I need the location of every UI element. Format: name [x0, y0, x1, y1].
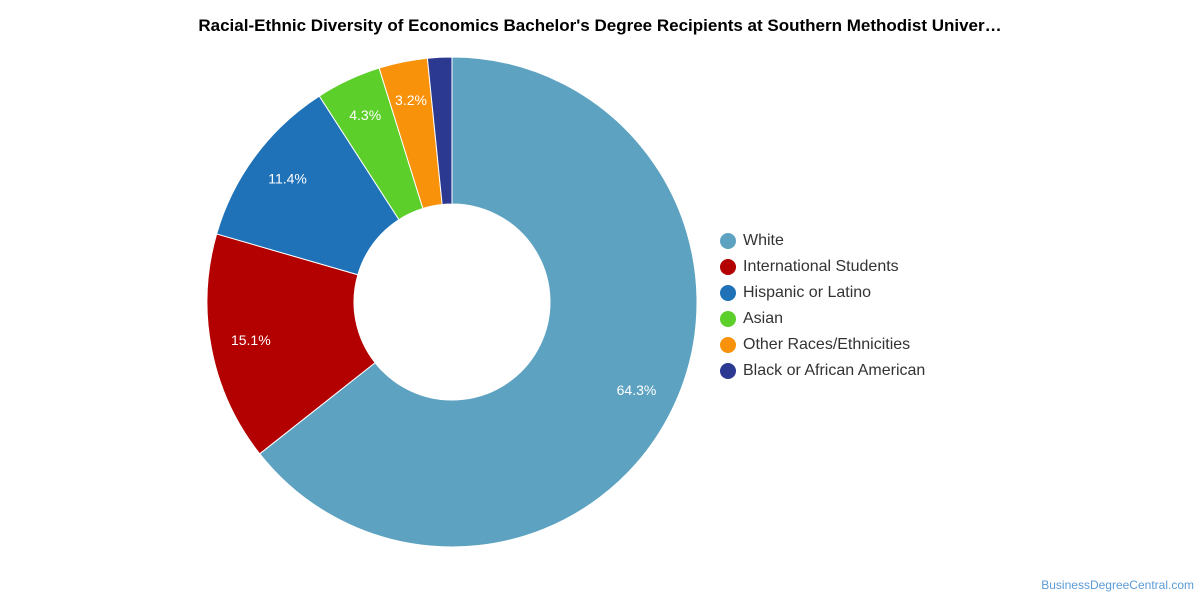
legend-label: Other Races/Ethnicities [743, 336, 911, 353]
slice-label-hispanic-or-latino: 11.4% [268, 170, 307, 186]
source-credit[interactable]: BusinessDegreeCentral.com [1041, 578, 1194, 592]
slice-label-other-races-ethnicities: 3.2% [395, 92, 427, 108]
legend-label: International Students [743, 258, 899, 275]
legend-item-international-students[interactable]: International Students [720, 254, 925, 280]
slice-international-students[interactable] [206, 233, 376, 455]
legend-swatch [720, 259, 736, 275]
slice-white[interactable] [258, 56, 698, 548]
legend-label: White [743, 232, 784, 249]
legend-item-black-or-african-american[interactable]: Black or African American [720, 358, 925, 384]
legend-item-asian[interactable]: Asian [720, 306, 925, 332]
legend-label: Asian [743, 310, 784, 327]
legend-label: Black or African American [743, 362, 926, 379]
legend-swatch [720, 363, 736, 379]
slice-hispanic-or-latino[interactable] [216, 95, 400, 276]
slice-black-or-african-american[interactable] [426, 56, 453, 206]
legend-swatch [720, 311, 736, 327]
legend-label: Hispanic or Latino [743, 284, 872, 301]
legend-item-hispanic-or-latino[interactable]: Hispanic or Latino [720, 280, 925, 306]
legend-swatch [720, 337, 736, 353]
legend-swatch [720, 285, 736, 301]
donut-labels: 64.3% 15.1% 11.4% 4.3% 3.2% [231, 92, 656, 398]
chart-legend: White International Students Hispanic or L… [720, 228, 925, 384]
legend-item-other-races-ethnicities[interactable]: Other Races/Ethnicities [720, 332, 925, 358]
legend-swatch [720, 233, 736, 249]
slice-label-asian: 4.3% [349, 107, 381, 123]
legend-item-white[interactable]: White [720, 228, 925, 254]
slice-label-international-students: 15.1% [231, 332, 271, 348]
slice-label-white: 64.3% [617, 382, 657, 398]
donut-slices [206, 56, 698, 548]
chart-title: Racial-Ethnic Diversity of Economics Bac… [198, 16, 1002, 35]
